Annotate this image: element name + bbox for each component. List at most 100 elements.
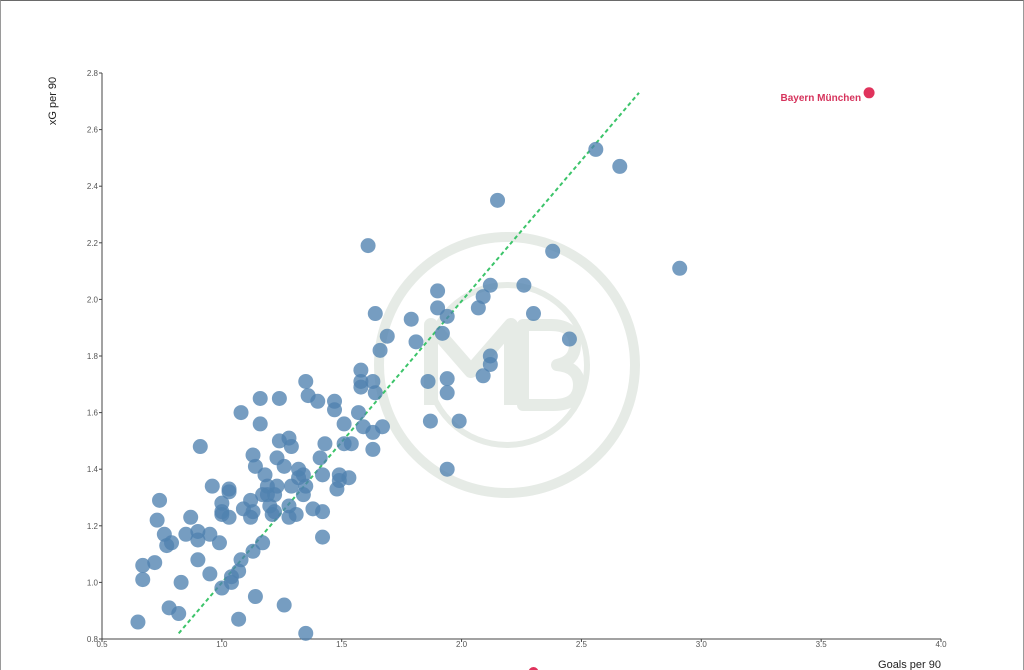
data-point bbox=[135, 557, 151, 573]
data-point bbox=[561, 331, 577, 347]
data-point bbox=[327, 393, 343, 409]
data-point bbox=[214, 495, 230, 511]
offchart-point bbox=[528, 667, 539, 670]
data-point bbox=[247, 458, 263, 474]
y-tick-label: 1.6 bbox=[87, 409, 99, 418]
watermark-ring bbox=[374, 232, 640, 498]
data-point bbox=[231, 563, 247, 579]
data-point bbox=[315, 529, 331, 545]
data-point bbox=[257, 467, 273, 483]
data-point bbox=[475, 368, 491, 384]
watermark-logo bbox=[374, 232, 640, 498]
data-point bbox=[178, 526, 194, 542]
data-point bbox=[353, 379, 369, 395]
data-point bbox=[283, 439, 299, 455]
data-point bbox=[672, 260, 688, 276]
data-point bbox=[269, 478, 285, 494]
data-point bbox=[130, 614, 146, 630]
data-point bbox=[403, 311, 419, 327]
data-point bbox=[482, 277, 498, 293]
data-point bbox=[408, 334, 424, 350]
data-point bbox=[451, 413, 467, 429]
data-points bbox=[130, 141, 688, 641]
data-point bbox=[271, 390, 287, 406]
data-point bbox=[374, 419, 390, 435]
data-point bbox=[341, 470, 357, 486]
data-point bbox=[267, 504, 283, 520]
data-point bbox=[164, 535, 180, 551]
data-point bbox=[312, 450, 328, 466]
data-point bbox=[525, 306, 541, 322]
data-point bbox=[367, 306, 383, 322]
data-point bbox=[190, 532, 206, 548]
data-point bbox=[295, 467, 311, 483]
data-point bbox=[202, 526, 218, 542]
data-point bbox=[247, 589, 263, 605]
x-tick-label: 3.0 bbox=[696, 640, 708, 649]
data-point bbox=[149, 512, 165, 528]
data-point bbox=[245, 447, 261, 463]
x-tick-label: 2.0 bbox=[456, 640, 468, 649]
data-point bbox=[353, 362, 369, 378]
data-point bbox=[276, 458, 292, 474]
data-point bbox=[192, 439, 208, 455]
data-point bbox=[315, 467, 331, 483]
data-point bbox=[231, 611, 247, 627]
data-point bbox=[255, 535, 271, 551]
data-point bbox=[298, 478, 314, 494]
data-point bbox=[470, 300, 486, 316]
data-point bbox=[360, 238, 376, 254]
data-point bbox=[365, 373, 381, 389]
data-point bbox=[173, 574, 189, 590]
data-point bbox=[211, 535, 227, 551]
data-point bbox=[350, 405, 366, 421]
x-tick-label: 0.5 bbox=[96, 640, 108, 649]
data-point bbox=[147, 555, 163, 571]
trendline bbox=[177, 92, 640, 634]
data-point bbox=[315, 504, 331, 520]
trendline-layer bbox=[177, 92, 640, 634]
data-point bbox=[252, 416, 268, 432]
data-point bbox=[183, 509, 199, 525]
x-tick-label: 4.0 bbox=[935, 640, 947, 649]
highlight-layer: Bayern München bbox=[528, 87, 875, 670]
y-tick-label: 0.8 bbox=[87, 635, 99, 644]
data-point bbox=[204, 478, 220, 494]
data-point bbox=[545, 243, 561, 259]
data-point bbox=[252, 390, 268, 406]
data-point bbox=[365, 441, 381, 457]
x-axis-title: Goals per 90 bbox=[878, 659, 941, 670]
highlight-point bbox=[863, 87, 875, 99]
data-point bbox=[490, 192, 506, 208]
data-point bbox=[310, 393, 326, 409]
y-tick-label: 2.6 bbox=[87, 126, 99, 135]
data-point bbox=[612, 158, 628, 174]
x-tick-label: 1.0 bbox=[216, 640, 228, 649]
data-point bbox=[298, 625, 314, 641]
data-point bbox=[475, 289, 491, 305]
highlight-label: Bayern München bbox=[781, 93, 862, 104]
data-point bbox=[379, 328, 395, 344]
tick-labels: 0.5 1.0 1.5 2.0 2.5 3.0 3.5 4.0 0.8 1.0 1.2 1.4 1.6 1… bbox=[87, 69, 947, 649]
data-point bbox=[221, 484, 237, 500]
data-point bbox=[245, 543, 261, 559]
data-point bbox=[422, 413, 438, 429]
y-tick-label: 2.2 bbox=[87, 239, 99, 248]
data-point bbox=[439, 385, 455, 401]
data-point bbox=[430, 300, 446, 316]
data-point bbox=[288, 506, 304, 522]
x-tick-label: 1.5 bbox=[336, 640, 348, 649]
y-tick-label: 1.8 bbox=[87, 352, 99, 361]
data-point bbox=[439, 371, 455, 387]
y-tick-label: 1.0 bbox=[87, 578, 99, 587]
data-point bbox=[588, 141, 604, 157]
data-point bbox=[233, 405, 249, 421]
y-tick-label: 2.0 bbox=[87, 295, 99, 304]
y-tick-label: 1.4 bbox=[87, 465, 99, 474]
data-point bbox=[367, 385, 383, 401]
watermark-letter-m bbox=[424, 318, 518, 405]
data-point bbox=[317, 436, 333, 452]
data-point bbox=[245, 504, 261, 520]
